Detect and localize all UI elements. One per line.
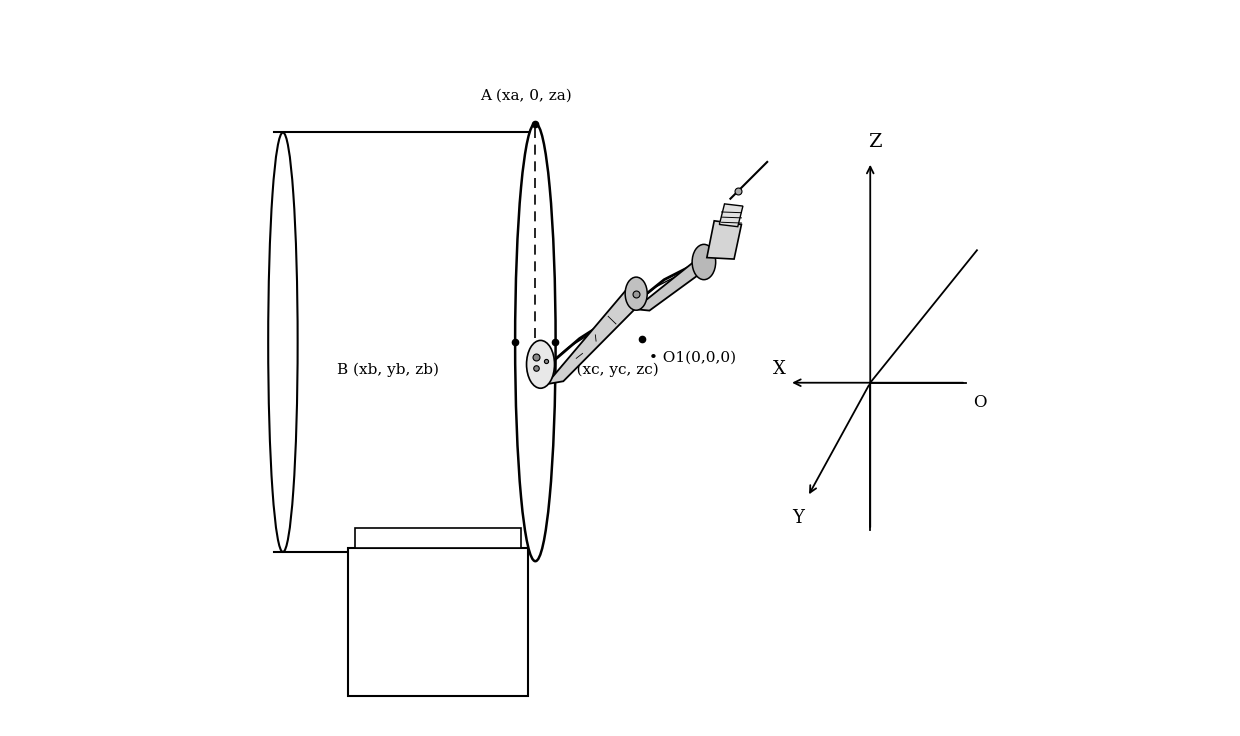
Bar [347,548,528,696]
Ellipse shape [527,340,554,389]
Bar [355,528,521,548]
Ellipse shape [517,132,554,552]
Polygon shape [635,259,712,311]
Text: Y: Y [792,509,804,527]
Text: A (xa, 0, za): A (xa, 0, za) [480,89,572,103]
Text: • O1(0,0,0): • O1(0,0,0) [650,350,737,364]
Ellipse shape [625,277,647,311]
Text: C (xc, yc, zc): C (xc, yc, zc) [559,362,658,377]
Text: Z: Z [868,133,882,151]
Polygon shape [719,204,743,227]
Polygon shape [707,221,742,259]
Text: X: X [773,361,785,378]
Ellipse shape [515,123,556,561]
Polygon shape [547,289,646,384]
Text: O: O [973,394,987,411]
Text: B (xb, yb, zb): B (xb, yb, zb) [336,362,439,377]
Ellipse shape [692,244,715,280]
